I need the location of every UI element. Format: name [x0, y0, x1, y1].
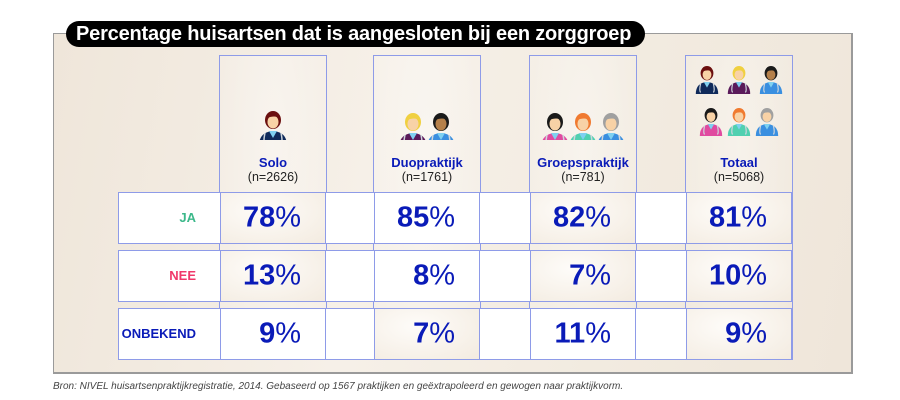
- value-cell: 9%: [686, 309, 792, 359]
- percentage-value: 7%: [569, 259, 611, 292]
- column-count: (n=1761): [401, 170, 453, 184]
- column-header: Groepspraktijk (n=781): [529, 155, 637, 184]
- value-cell: 10%: [686, 251, 792, 301]
- column-header: Totaal (n=5068): [685, 155, 793, 184]
- value-cell: 7%: [374, 309, 480, 359]
- value-cell: 7%: [530, 251, 636, 301]
- column-count: (n=5068): [713, 170, 765, 184]
- row-label: NEE: [169, 268, 196, 283]
- percentage-value: 82%: [552, 201, 611, 234]
- six-doctors-icon: [695, 66, 783, 136]
- percentage-value: 8%: [413, 259, 455, 292]
- column-label: Solo: [258, 155, 288, 170]
- value-cell: 13%: [220, 251, 326, 301]
- percentage-value: 7%: [413, 317, 455, 350]
- value-cell: 8%: [374, 251, 480, 301]
- column-label: Groepspraktijk: [537, 155, 629, 170]
- percentage-value: 81%: [708, 201, 767, 234]
- value-cell: 81%: [686, 193, 792, 243]
- percentage-value: 13%: [242, 259, 301, 292]
- percentage-value: 11%: [554, 317, 611, 350]
- percentage-value: 9%: [725, 317, 767, 350]
- percentage-value: 9%: [259, 317, 301, 350]
- value-cell: 11%: [530, 309, 636, 359]
- column-header: Solo (n=2626): [219, 155, 327, 184]
- column-label: Duopraktijk: [391, 155, 463, 170]
- two-doctors-icon: [400, 113, 454, 140]
- column-count: (n=2626): [247, 170, 299, 184]
- single-doctor-icon: [259, 111, 287, 140]
- value-cell: 9%: [220, 309, 326, 359]
- value-cell: 85%: [374, 193, 480, 243]
- row-label: ONBEKEND: [121, 326, 196, 341]
- value-cell: 78%: [220, 193, 326, 243]
- percentage-value: 10%: [708, 259, 767, 292]
- percentage-value: 85%: [396, 201, 455, 234]
- page-title: Percentage huisartsen dat is aangesloten…: [66, 21, 646, 47]
- three-doctors-icon: [542, 113, 624, 140]
- column-label: Totaal: [720, 155, 758, 170]
- column-header: Duopraktijk (n=1761): [373, 155, 481, 184]
- source-note: Bron: NIVEL huisartsenpraktijkregistrati…: [53, 381, 624, 392]
- row-label: JA: [179, 210, 196, 225]
- column-count: (n=781): [561, 170, 605, 184]
- value-cell: 82%: [530, 193, 636, 243]
- percentage-value: 78%: [242, 201, 301, 234]
